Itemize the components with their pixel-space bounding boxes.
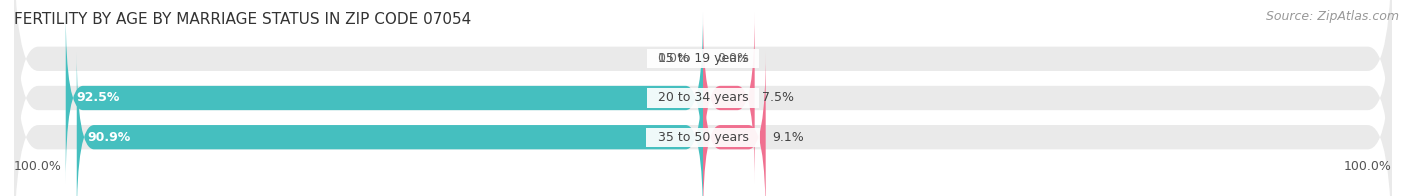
Text: Source: ZipAtlas.com: Source: ZipAtlas.com	[1265, 10, 1399, 23]
FancyBboxPatch shape	[703, 51, 766, 196]
Text: 9.1%: 9.1%	[772, 131, 804, 144]
Text: 0.0%: 0.0%	[717, 52, 749, 65]
Text: 0.0%: 0.0%	[657, 52, 689, 65]
FancyBboxPatch shape	[14, 0, 1392, 196]
Text: 92.5%: 92.5%	[76, 92, 120, 104]
FancyBboxPatch shape	[703, 12, 755, 184]
FancyBboxPatch shape	[66, 12, 703, 184]
Text: 90.9%: 90.9%	[87, 131, 131, 144]
Text: 15 to 19 years: 15 to 19 years	[650, 52, 756, 65]
Text: 35 to 50 years: 35 to 50 years	[650, 131, 756, 144]
Text: 7.5%: 7.5%	[762, 92, 793, 104]
FancyBboxPatch shape	[14, 0, 1392, 184]
Text: FERTILITY BY AGE BY MARRIAGE STATUS IN ZIP CODE 07054: FERTILITY BY AGE BY MARRIAGE STATUS IN Z…	[14, 12, 471, 27]
FancyBboxPatch shape	[77, 51, 703, 196]
Text: 100.0%: 100.0%	[14, 160, 62, 173]
FancyBboxPatch shape	[14, 12, 1392, 196]
Text: 100.0%: 100.0%	[1344, 160, 1392, 173]
Text: 20 to 34 years: 20 to 34 years	[650, 92, 756, 104]
